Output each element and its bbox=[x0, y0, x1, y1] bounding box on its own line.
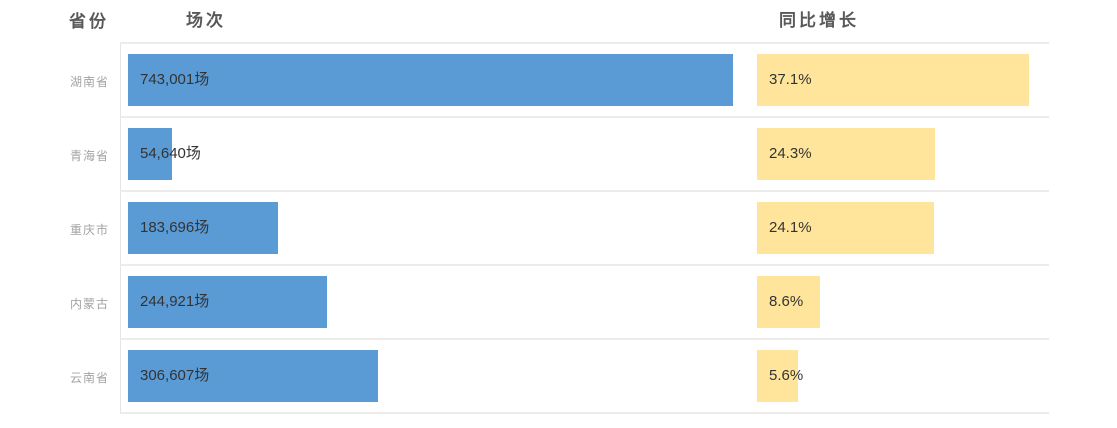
row-bars-cell: 306,607场 5.6% bbox=[120, 340, 1049, 414]
province-label: 云南省 bbox=[69, 370, 109, 385]
header-divider: 场次 同比增长 bbox=[120, 0, 1049, 44]
table-row: 重庆市 183,696场 24.1% bbox=[0, 192, 1117, 266]
row-label-cell: 青海省 bbox=[0, 118, 120, 192]
table-row: 云南省 306,607场 5.6% bbox=[0, 340, 1117, 414]
sessions-bar bbox=[128, 350, 378, 402]
province-label: 重庆市 bbox=[69, 222, 109, 237]
sessions-bar bbox=[128, 128, 172, 180]
province-label: 内蒙古 bbox=[69, 296, 109, 311]
growth-value: 24.1% bbox=[769, 219, 812, 236]
table-row: 湖南省 743,001场 37.1% bbox=[0, 44, 1117, 118]
row-bars-cell: 183,696场 24.1% bbox=[120, 192, 1049, 266]
row-bars-cell: 54,640场 24.3% bbox=[120, 118, 1049, 192]
growth-value: 24.3% bbox=[769, 145, 812, 162]
row-label-cell: 湖南省 bbox=[0, 44, 120, 118]
province-label: 湖南省 bbox=[69, 74, 109, 89]
growth-bar bbox=[757, 350, 798, 402]
column-header-province: 省份 bbox=[69, 12, 109, 31]
row-label-cell: 云南省 bbox=[0, 340, 120, 414]
row-bars-cell: 743,001场 37.1% bbox=[120, 44, 1049, 118]
data-table: 省份 场次 同比增长 湖南省 743,001场 37.1% 青海省 bbox=[0, 0, 1117, 414]
row-label-cell: 重庆市 bbox=[0, 192, 120, 266]
growth-value: 37.1% bbox=[769, 71, 812, 88]
growth-bar bbox=[757, 276, 820, 328]
sessions-value: 244,921场 bbox=[140, 293, 210, 310]
table-row: 青海省 54,640场 24.3% bbox=[0, 118, 1117, 192]
growth-bar bbox=[757, 54, 1029, 106]
table-row: 内蒙古 244,921场 8.6% bbox=[0, 266, 1117, 340]
sessions-value: 306,607场 bbox=[140, 367, 210, 384]
column-header-growth: 同比增长 bbox=[779, 11, 859, 30]
growth-value: 8.6% bbox=[769, 293, 804, 310]
growth-bar bbox=[757, 128, 935, 180]
growth-value: 5.6% bbox=[769, 367, 804, 384]
sessions-bar bbox=[128, 276, 327, 328]
sessions-bar bbox=[128, 54, 733, 106]
province-label: 青海省 bbox=[69, 148, 109, 163]
growth-bar bbox=[757, 202, 934, 254]
sessions-value: 743,001场 bbox=[140, 71, 210, 88]
sessions-value: 54,640场 bbox=[140, 145, 201, 162]
table-header-row: 省份 场次 同比增长 bbox=[0, 0, 1117, 44]
row-label-cell: 内蒙古 bbox=[0, 266, 120, 340]
row-bars-cell: 244,921场 8.6% bbox=[120, 266, 1049, 340]
sessions-value: 183,696场 bbox=[140, 219, 210, 236]
column-header-sessions: 场次 bbox=[186, 11, 226, 30]
column-header-province-cell: 省份 bbox=[0, 0, 120, 44]
sessions-bar bbox=[128, 202, 278, 254]
